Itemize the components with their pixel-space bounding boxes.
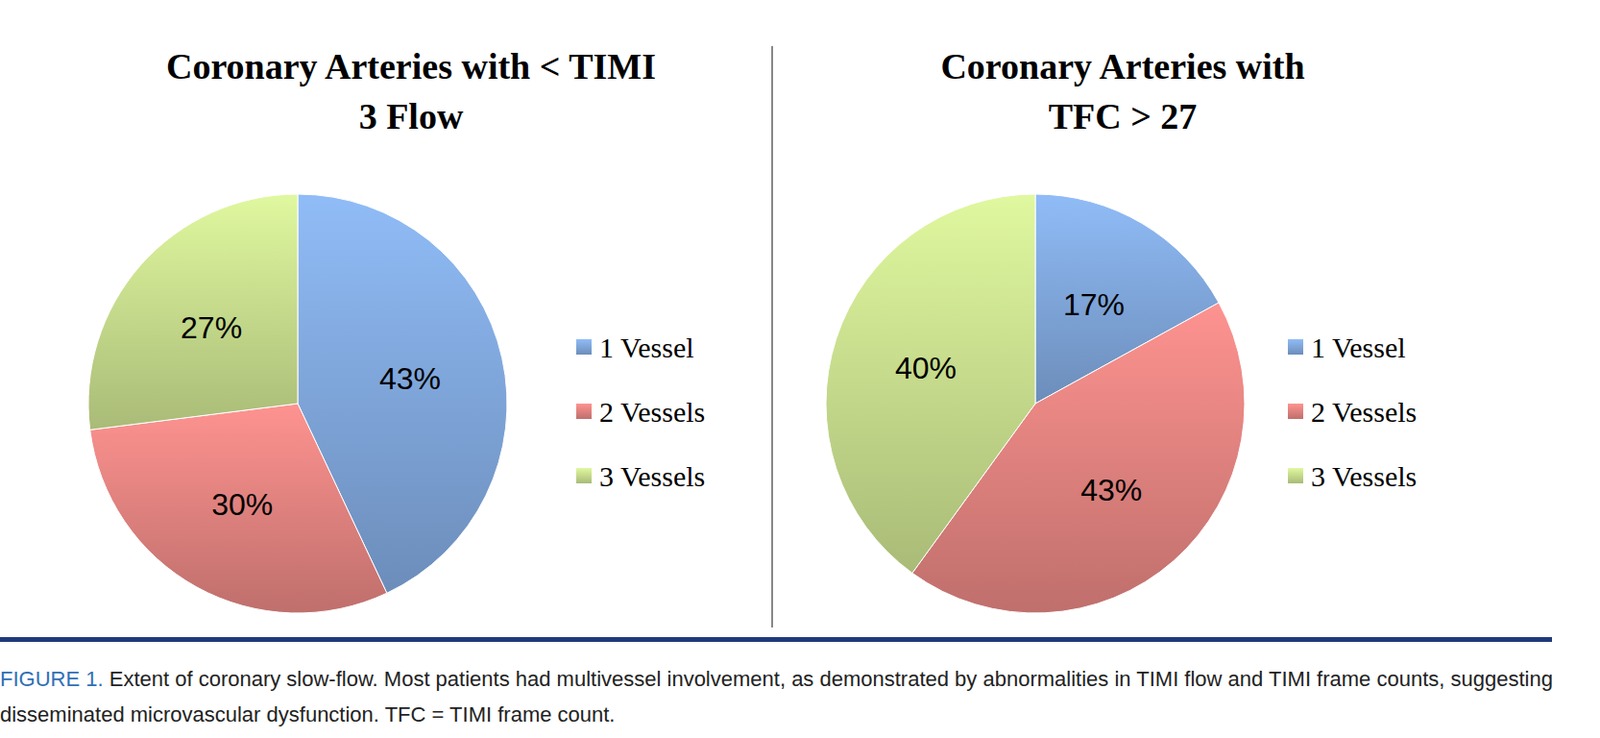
legend-swatch	[1287, 339, 1304, 355]
data-label: 27%	[180, 310, 243, 345]
divider	[771, 46, 774, 628]
legend-label: 1 Vessel	[1310, 331, 1407, 364]
data-label: 43%	[1080, 472, 1142, 508]
pie-slice	[825, 193, 1036, 573]
data-label: 30%	[211, 486, 273, 522]
legend-swatch	[1287, 403, 1304, 419]
caption-text: Extent of coronary slow-flow. Most patie…	[0, 666, 1553, 727]
space	[103, 666, 110, 691]
legend-swatch	[576, 339, 592, 355]
chart-title: Coronary Arteries with TFC > 27	[940, 46, 1305, 137]
chart-title: Coronary Arteries with < TIMI 3 Flow	[166, 46, 656, 137]
pie-slice	[90, 403, 388, 613]
legend: 1 Vessel 2 Vessels 3 Vessels	[1287, 331, 1417, 492]
legend-swatch	[1287, 467, 1304, 484]
caption: FIGURE 1. Extent of coronary slow-flow. …	[0, 660, 1566, 732]
data-labels: 43% 30% 27%	[180, 310, 441, 522]
data-label: 40%	[895, 350, 957, 386]
legend-label: 3 Vessels	[599, 460, 705, 492]
chart-title-line: Coronary Arteries with	[940, 46, 1305, 87]
caption-rule	[0, 636, 1552, 642]
legend-label: 2 Vessels	[599, 395, 705, 428]
pie	[825, 193, 1245, 613]
chart-title-line: Coronary Arteries with < TIMI	[166, 46, 656, 87]
data-label: 17%	[1063, 287, 1125, 322]
legend-label: 2 Vessels	[1310, 395, 1417, 428]
caption-label: FIGURE 1.	[0, 666, 104, 691]
legend: 1 Vessel 2 Vessels 3 Vessels	[576, 331, 705, 492]
chart-title-line: 3 Flow	[359, 96, 464, 137]
data-label: 43%	[379, 361, 441, 396]
chart-title-line: TFC > 27	[1048, 96, 1198, 137]
legend-label: 3 Vessels	[1310, 460, 1417, 492]
legend-swatch	[576, 467, 592, 484]
pie-slice	[88, 193, 298, 430]
data-labels: 17% 43% 40%	[895, 287, 1142, 508]
pie	[88, 193, 508, 613]
legend-label: 1 Vessel	[599, 331, 695, 364]
legend-swatch	[576, 403, 592, 419]
